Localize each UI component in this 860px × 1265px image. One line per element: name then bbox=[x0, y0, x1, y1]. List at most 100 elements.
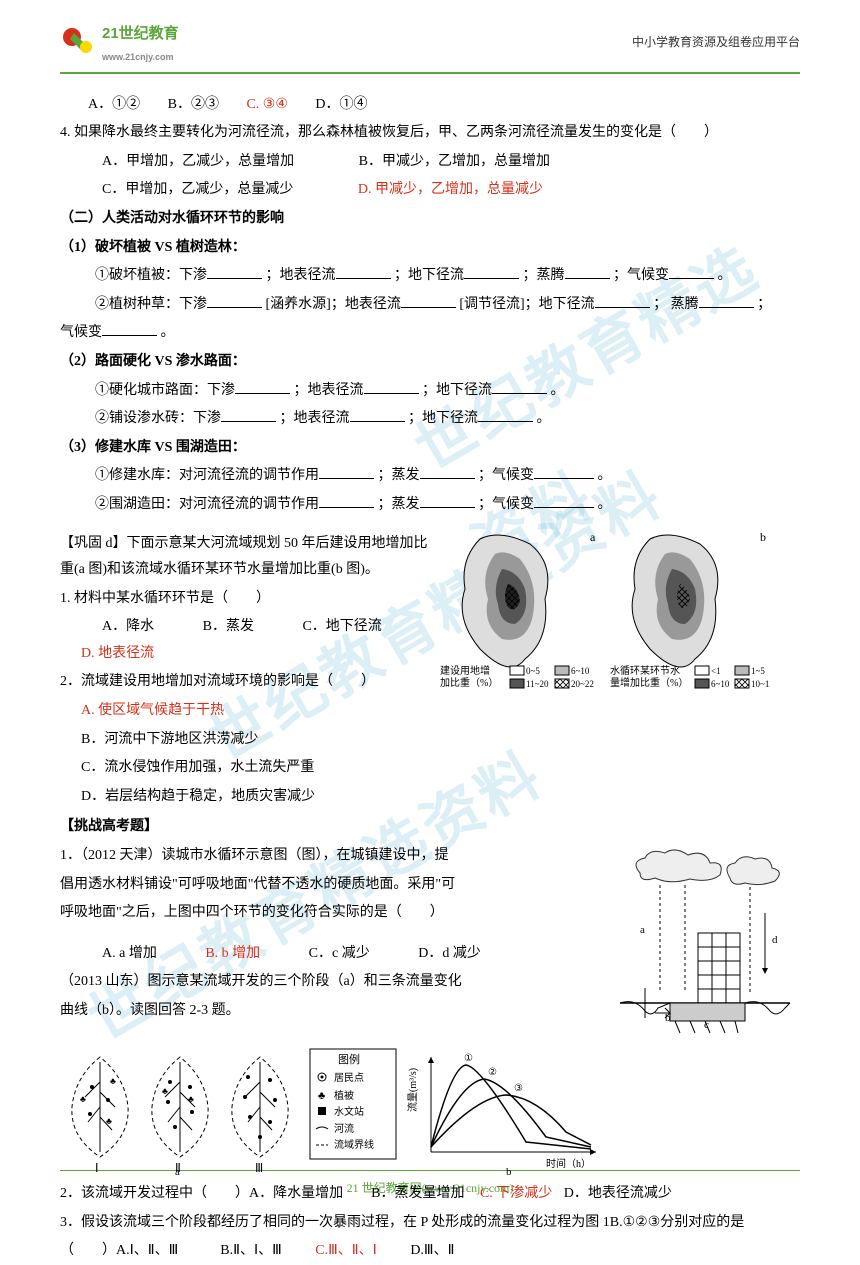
gk-q3: 3．假设该流域三个阶段都经历了相同的一次暴雨过程，在 P 处形成的流量变化过程为… bbox=[60, 1210, 800, 1237]
p3-line1: ①修建水库：对河流径流的调节作用 ；蒸发 ；气候变 。 bbox=[60, 463, 800, 490]
blank bbox=[565, 265, 610, 279]
t: ①硬化城市路面：下渗 bbox=[95, 383, 235, 398]
section-2-title: （二）人类活动对水循环环节的影响 bbox=[60, 206, 800, 233]
cd-q1c: C．地下径流 bbox=[281, 614, 381, 641]
q4-options-2: C．甲增加，乙减少，总量减少 D. 甲减少，乙增加，总量减少 bbox=[60, 177, 800, 204]
blank bbox=[336, 265, 391, 279]
t: 。 bbox=[598, 468, 612, 483]
logo-sub: www.21cnjy.com bbox=[102, 49, 179, 66]
svg-text:10~12: 10~12 bbox=[751, 679, 770, 689]
t: 。 bbox=[161, 325, 175, 340]
option-d: D．①④ bbox=[315, 92, 367, 119]
cd-q2c: C．流水侵蚀作用加强，水土流失严重 bbox=[60, 755, 800, 782]
svg-text:♣: ♣ bbox=[162, 1086, 168, 1096]
svg-text:0~5: 0~5 bbox=[526, 666, 540, 676]
blank bbox=[207, 265, 262, 279]
blank bbox=[669, 265, 714, 279]
t: ；气候变 bbox=[613, 268, 669, 283]
t: 2．该流域开发过程中（ ）A．降水量增加 B．蒸发量增加 bbox=[60, 1186, 464, 1201]
svg-text:1~5: 1~5 bbox=[751, 666, 765, 676]
svg-text:6~10: 6~10 bbox=[571, 666, 590, 676]
svg-text:♣: ♣ bbox=[318, 1090, 325, 1102]
t: ；蒸发 bbox=[378, 497, 420, 512]
blank bbox=[492, 380, 547, 394]
p2-line1: ①硬化城市路面：下渗 ；地表径流 ；地下径流 。 bbox=[60, 378, 800, 405]
p1-line3: 气候变 。 bbox=[60, 320, 800, 347]
svg-text:植被: 植被 bbox=[334, 1089, 354, 1102]
t: [涵养水源]；地表径流 bbox=[266, 297, 401, 312]
t: ；蒸腾 bbox=[523, 268, 565, 283]
p1-line2: ②植树种草：下渗 [涵养水源]；地表径流 [调节径流]；地下径流 ； 蒸腾 ； bbox=[60, 292, 800, 319]
t: ；地下径流 bbox=[422, 383, 492, 398]
header-right-text: 中小学教育资源及组卷应用平台 bbox=[632, 31, 800, 54]
svg-text:20~22: 20~22 bbox=[571, 679, 594, 689]
legend-mid: 图例 居民点 ♣植被 水文站 河流 流域界线 bbox=[308, 1047, 398, 1167]
svg-text:a: a bbox=[640, 924, 645, 936]
t: ；地表径流 bbox=[294, 383, 364, 398]
svg-text:建设用地增: 建设用地增 bbox=[440, 664, 490, 677]
blank bbox=[221, 408, 276, 422]
gk-q3d: D.Ⅲ、Ⅱ bbox=[410, 1243, 454, 1258]
gk-q2: 2．该流域开发过程中（ ）A．降水量增加 B．蒸发量增加 C. 下渗减少 D．地… bbox=[60, 1181, 800, 1208]
svg-text:Ⅰ: Ⅰ bbox=[95, 1161, 99, 1175]
gk-q2c: C. 下渗减少 bbox=[480, 1186, 552, 1201]
blank bbox=[235, 380, 290, 394]
t: ；气候变 bbox=[478, 497, 534, 512]
bottom-figures: ♣♣♣ Ⅰ ♣♣ Ⅱ Ⅲ a 图例 居民点 ♣ bbox=[60, 1047, 800, 1177]
t: ②铺设渗水砖：下渗 bbox=[95, 411, 221, 426]
gk-q1b: B. b 增加 bbox=[184, 941, 260, 968]
svg-text:图例: 图例 bbox=[338, 1052, 360, 1066]
t: ②植树种草：下渗 bbox=[95, 297, 207, 312]
svg-text:河流: 河流 bbox=[334, 1122, 354, 1135]
city-diagram: a d c b bbox=[610, 843, 800, 1043]
svg-text:♣: ♣ bbox=[110, 1076, 116, 1086]
svg-text:b: b bbox=[506, 1166, 512, 1177]
q4-stem: 4. 如果降水最终主要转化为河流径流，那么森林植被恢复后，甲、乙两条河流径流量发… bbox=[60, 120, 800, 147]
p2-line2: ②铺设渗水砖：下渗 ；地表径流 ；地下径流 。 bbox=[60, 406, 800, 433]
svg-text:流域界线: 流域界线 bbox=[334, 1138, 374, 1151]
cd-q1b: B．蒸发 bbox=[182, 614, 254, 641]
blank bbox=[595, 294, 650, 308]
option-b: B．②③ bbox=[168, 92, 219, 119]
blank bbox=[464, 265, 519, 279]
blank bbox=[401, 294, 456, 308]
t: ；气候变 bbox=[478, 468, 534, 483]
blank bbox=[319, 465, 374, 479]
svg-text:♣: ♣ bbox=[188, 1094, 194, 1104]
svg-text:量增加比重（%）: 量增加比重（%） bbox=[610, 676, 688, 689]
cd-q2d: D．岩层结构趋于稳定，地质灾害减少 bbox=[60, 784, 800, 811]
cd-q2b: B．河流中下游地区洪涝减少 bbox=[60, 727, 800, 754]
svg-text:a: a bbox=[175, 1166, 180, 1177]
t: 。 bbox=[551, 383, 565, 398]
map-a: a 建设用地增 加比重（%） 0~5 6~10 11~20 20~22 bbox=[440, 529, 600, 709]
t: ①破坏植被：下渗 bbox=[95, 268, 207, 283]
svg-text:11~20: 11~20 bbox=[526, 679, 549, 689]
t: [调节径流]；地下径流 bbox=[459, 297, 594, 312]
gk-q2d: D．地表径流减少 bbox=[564, 1186, 672, 1201]
p3-title: （3）修建水库 VS 围湖造田： bbox=[60, 435, 800, 462]
option-c: C. ③④ bbox=[246, 92, 287, 119]
t: ②围湖造田：对河流径流的调节作用 bbox=[95, 497, 319, 512]
q4-options: A．甲增加，乙减少，总量增加 B．甲减少，乙增加，总量增加 bbox=[60, 149, 800, 176]
t: （ ）A.Ⅰ、Ⅱ、Ⅲ B.Ⅱ、Ⅰ、Ⅲ bbox=[60, 1243, 282, 1258]
svg-text:♣: ♣ bbox=[80, 1094, 86, 1104]
q4-a: A．甲增加，乙减少，总量增加 bbox=[81, 149, 294, 176]
svg-text:<1: <1 bbox=[711, 666, 721, 676]
blank bbox=[534, 494, 594, 508]
t: ；地下径流 bbox=[408, 411, 478, 426]
gaokao-title: 【挑战高考题】 bbox=[60, 814, 800, 841]
gk-q3c: C.Ⅲ、Ⅱ、Ⅰ bbox=[315, 1243, 377, 1258]
blank bbox=[420, 465, 475, 479]
svg-text:③: ③ bbox=[514, 1083, 523, 1094]
leaf-stages: ♣♣♣ Ⅰ ♣♣ Ⅱ Ⅲ a bbox=[60, 1047, 300, 1177]
p1-title: （1）破坏植被 VS 植树造林： bbox=[60, 235, 800, 262]
q4-d: D. 甲减少，乙增加，总量减少 bbox=[337, 177, 543, 204]
p3-line2: ②围湖造田：对河流径流的调节作用 ；蒸发 ；气候变 。 bbox=[60, 492, 800, 519]
blank bbox=[364, 380, 419, 394]
t: 气候变 bbox=[60, 325, 102, 340]
t: ； bbox=[757, 297, 771, 312]
t: 。 bbox=[718, 268, 732, 283]
map-b: b 水循环某环节水 量增加比重（%） <1 1~5 6~10 10~12 bbox=[610, 529, 770, 709]
svg-text:居民点: 居民点 bbox=[334, 1072, 364, 1084]
q4-c: C．甲增加，乙减少，总量减少 bbox=[81, 177, 293, 204]
